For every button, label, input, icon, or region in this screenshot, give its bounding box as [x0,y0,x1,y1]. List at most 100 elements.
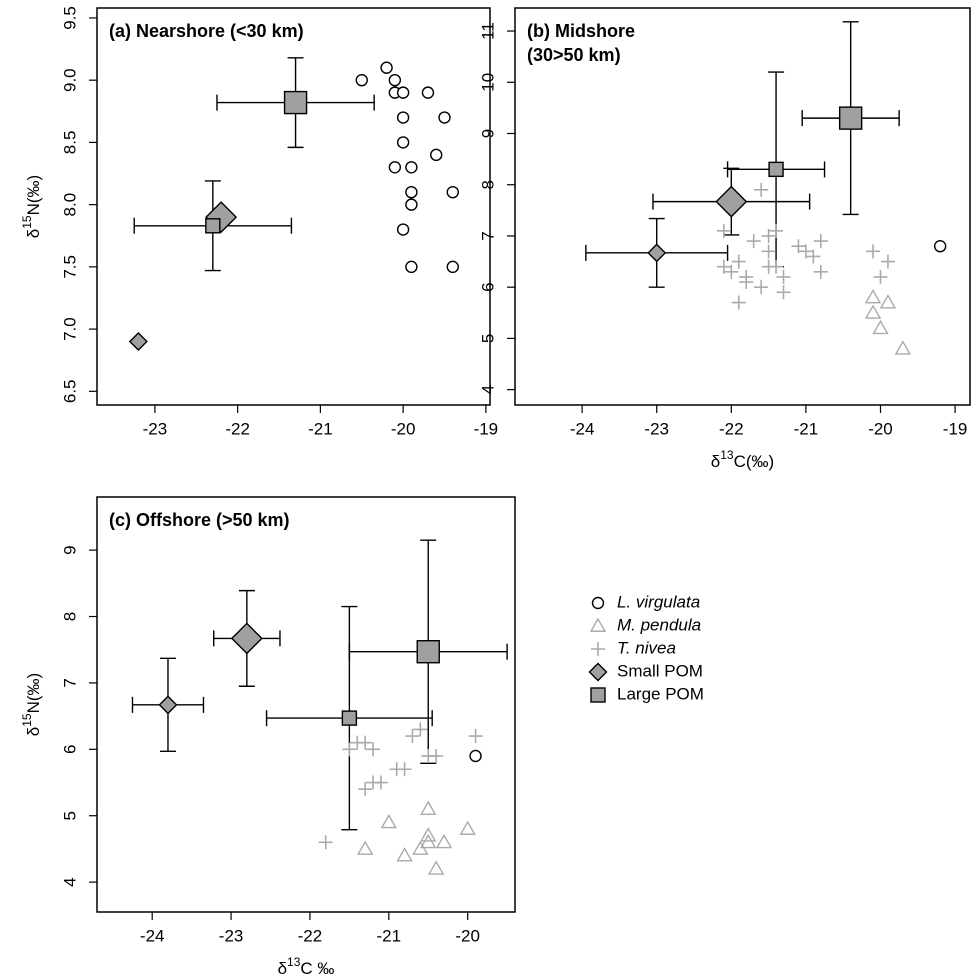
legend-marker [591,596,605,610]
point [754,280,769,295]
panel-title: (b) Midshore [527,21,635,41]
point [731,295,746,310]
y-tick-label: 7.0 [60,317,79,341]
point [380,61,393,74]
y-tick-label: 8 [478,180,497,189]
point [396,136,410,149]
point [468,729,483,744]
legend-label: Small POM [617,661,703,680]
axis-label: δ13C ‰ [278,955,335,978]
point [420,833,437,849]
axis-label-part: N(‰) [24,673,43,714]
y-tick-label: 6.5 [60,379,79,403]
axis-label-part: C(‰) [734,452,775,471]
point [405,198,418,211]
point [446,185,459,199]
point [396,86,410,99]
axis-label-part: 13 [287,955,301,969]
point [769,259,784,274]
y-tick-label: 8.5 [60,131,79,155]
point [388,161,402,174]
panel: -24 -23 -22 -21 -20 -19 4 5 6 7 8 9 10 11 (b) Midshore… [478,7,971,438]
point [768,161,784,178]
x-tick-label: -23 [644,419,669,438]
point [776,269,791,284]
point [864,304,882,319]
point [894,340,912,355]
panel-title: (a) Nearshore (<30 km) [109,21,304,41]
point [373,775,388,790]
x-tick-label: -22 [225,419,250,438]
axis-label: δ13C(‰) [711,448,774,471]
point [405,185,418,199]
point [420,827,437,842]
legend-label: Large POM [617,684,704,703]
x-tick-label: -22 [298,926,323,945]
point [358,735,373,750]
point [769,223,784,238]
x-tick-label: -20 [391,419,416,438]
point [873,269,888,284]
point [879,294,897,309]
point [205,218,221,234]
point [864,289,882,304]
point [880,254,895,269]
point [716,223,731,238]
point [128,332,148,352]
point [429,748,444,763]
point [380,813,398,829]
point [776,285,791,300]
point [806,249,821,264]
x-tick-label: -22 [719,419,744,438]
axis-label-part: N(‰) [24,175,43,216]
y-tick-label: 8.0 [60,193,79,217]
point [754,182,769,197]
point [397,762,412,777]
axis-label-part: δ [24,229,43,238]
x-tick-label: -21 [377,926,402,945]
legend-marker [588,662,608,682]
point [283,90,308,115]
point [416,640,440,664]
point [731,254,746,269]
point [739,275,754,290]
point [388,73,402,87]
y-tick-label: 11 [478,22,497,40]
point [358,782,373,797]
point [469,749,482,763]
y-tick-label: 5 [478,334,497,343]
y-tick-label: 8 [60,612,79,621]
axis-label: δ15N(‰) [20,673,43,736]
point [446,260,459,274]
legend-label: T. nivea [617,638,676,657]
point [724,264,739,279]
point [791,239,806,254]
axis-label-part: C ‰ [300,959,334,978]
x-tick-label: -19 [474,419,499,438]
point [230,622,263,655]
point [405,729,420,744]
x-tick-label: -21 [794,419,819,438]
axis-label-part: δ [711,452,720,471]
point [866,244,881,259]
point [421,86,435,99]
point [459,820,476,835]
point [355,73,368,87]
point [366,742,381,757]
panel-title: (c) Offshore (>50 km) [109,510,290,530]
legend-marker [589,617,607,632]
legend-marker [590,687,606,703]
axis-label: δ15N(‰) [20,175,43,238]
plot-frame [96,7,491,406]
panel-title: (30>50 km) [527,45,621,65]
point [430,148,443,162]
x-tick-label: -21 [308,419,333,438]
point [838,106,863,130]
point [435,833,453,849]
x-tick-label: -23 [219,926,244,945]
y-tick-label: 4 [60,877,79,886]
point [813,234,828,249]
y-tick-label: 7 [478,231,497,240]
point [342,742,357,757]
point [647,243,667,263]
